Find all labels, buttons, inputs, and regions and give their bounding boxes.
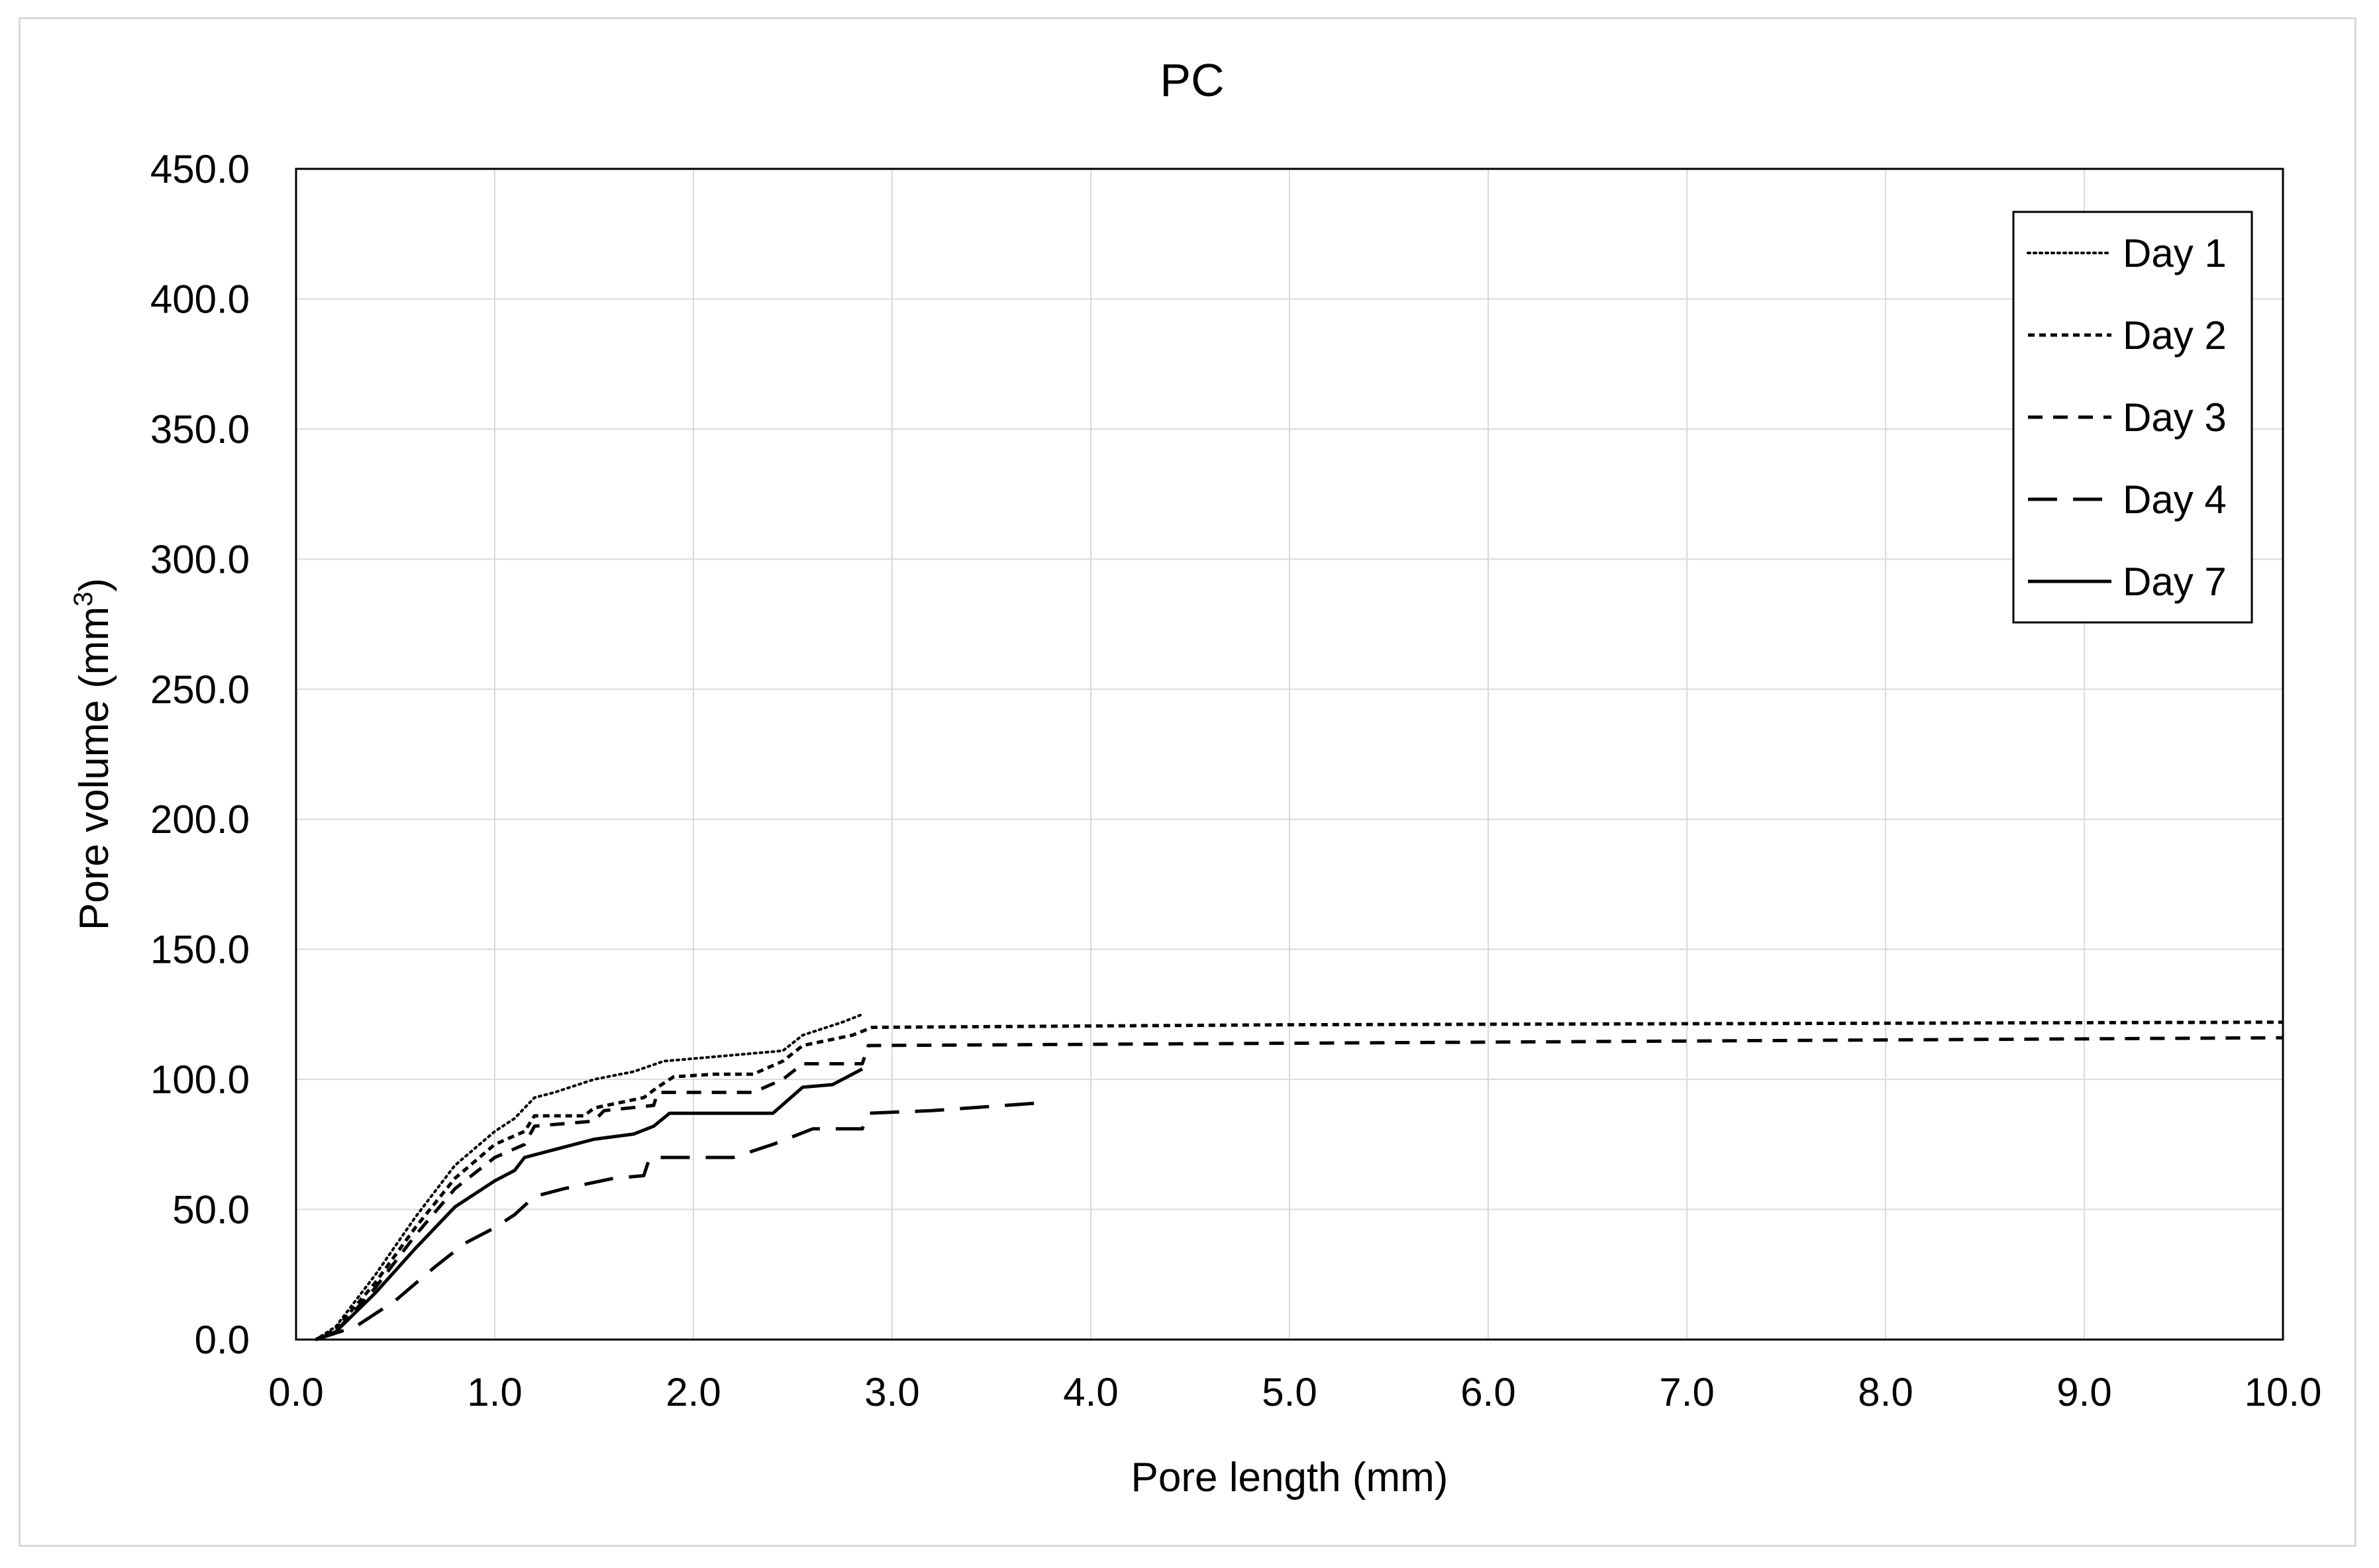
x-tick-label: 0.0	[268, 1370, 323, 1414]
legend-label: Day 3	[2123, 395, 2227, 440]
y-tick-label: 400.0	[150, 277, 250, 321]
series-line-day-3	[315, 1036, 2284, 1342]
y-tick-label: 300.0	[150, 537, 250, 581]
y-axis-ticks: 0.0 50.0 100.0 150.0 200.0 250.0 300.0 350.0 400…	[150, 147, 250, 1362]
y-axis-label-main: Pore volume (mm	[72, 607, 117, 930]
legend: Day 1 Day 2 Day 3 Day 4 Day 7	[2012, 211, 2253, 624]
x-tick-label: 7.0	[1659, 1370, 1714, 1414]
x-tick-label: 3.0	[864, 1370, 919, 1414]
chart-frame	[19, 17, 2356, 1547]
x-tick-label: 6.0	[1460, 1370, 1515, 1414]
x-tick-label: 2.0	[666, 1370, 721, 1414]
y-tick-label: 150.0	[150, 928, 250, 972]
series-line-day-7	[315, 1067, 864, 1342]
y-tick-label: 200.0	[150, 797, 250, 842]
x-tick-label: 5.0	[1262, 1370, 1317, 1414]
y-axis-label: Pore volume (mm3)	[69, 578, 117, 930]
y-tick-label: 250.0	[150, 667, 250, 712]
y-axis-label-close: )	[72, 578, 117, 592]
y-tick-label: 350.0	[150, 407, 250, 452]
plot-area	[295, 168, 2284, 1341]
x-axis-label: Pore length (mm)	[1131, 1455, 1448, 1500]
x-tick-label: 4.0	[1063, 1370, 1118, 1414]
gridlines	[295, 168, 2284, 1340]
x-tick-label: 9.0	[2056, 1370, 2111, 1414]
series-layer	[315, 1012, 2284, 1342]
y-axis-label-superscript: 3	[69, 592, 98, 607]
y-tick-label: 100.0	[150, 1057, 250, 1102]
x-tick-label: 8.0	[1858, 1370, 1913, 1414]
series-line-day-4	[315, 1101, 1042, 1342]
chart-title: PC	[1160, 54, 1224, 106]
y-tick-label: 450.0	[150, 147, 250, 191]
series-line-day-2	[315, 1020, 2284, 1342]
y-tick-label: 50.0	[172, 1188, 250, 1232]
x-axis-ticks: 0.0 1.0 2.0 3.0 4.0 5.0 6.0 7.0 8.0 9.0 10.0	[268, 1370, 2321, 1414]
legend-label: Day 2	[2123, 313, 2227, 358]
y-tick-label: 0.0	[195, 1318, 250, 1362]
legend-label: Day 1	[2123, 231, 2227, 275]
x-tick-label: 10.0	[2245, 1370, 2322, 1414]
legend-label: Day 7	[2123, 560, 2227, 604]
x-tick-label: 1.0	[467, 1370, 522, 1414]
series-line-day-1	[315, 1012, 864, 1341]
legend-label: Day 4	[2123, 477, 2227, 522]
